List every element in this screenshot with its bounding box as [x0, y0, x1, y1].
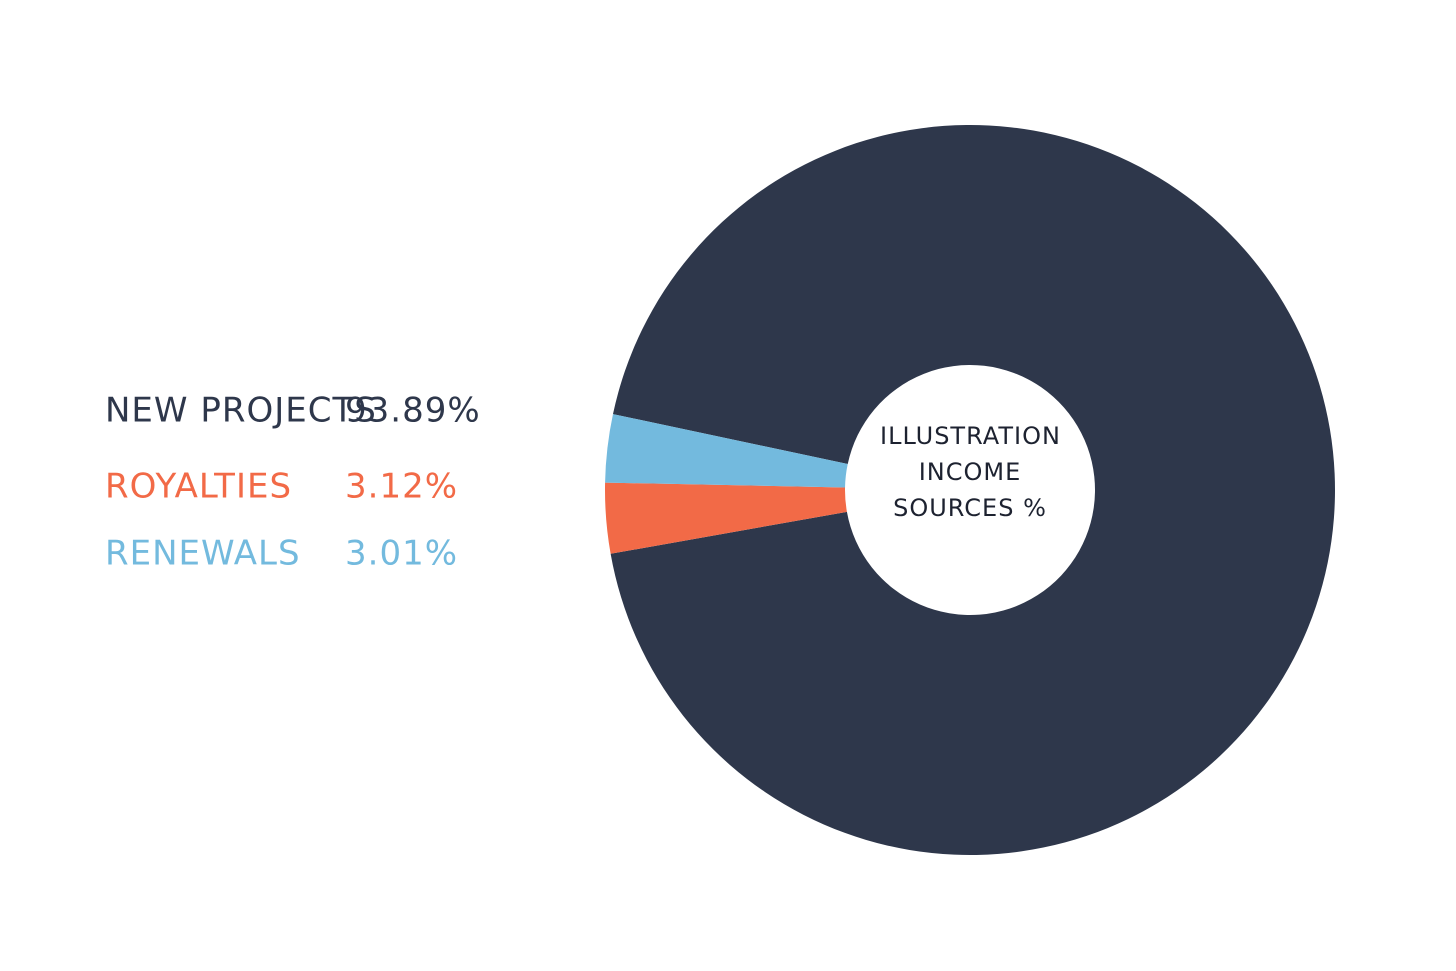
- donut-slice: [605, 482, 847, 554]
- chart-title: ILLUSTRATION INCOME SOURCES %: [880, 422, 1061, 522]
- legend-label: RENEWALS: [105, 534, 301, 574]
- value-label: 3.01%: [345, 534, 458, 574]
- legend-label: NEW PROJECTS: [105, 391, 377, 431]
- donut-slice: [605, 414, 848, 488]
- donut-slice: [610, 125, 1335, 856]
- legend-label: ROYALTIES: [105, 467, 292, 507]
- value-label: 3.12%: [345, 467, 458, 507]
- value-label: 93.89%: [345, 391, 481, 431]
